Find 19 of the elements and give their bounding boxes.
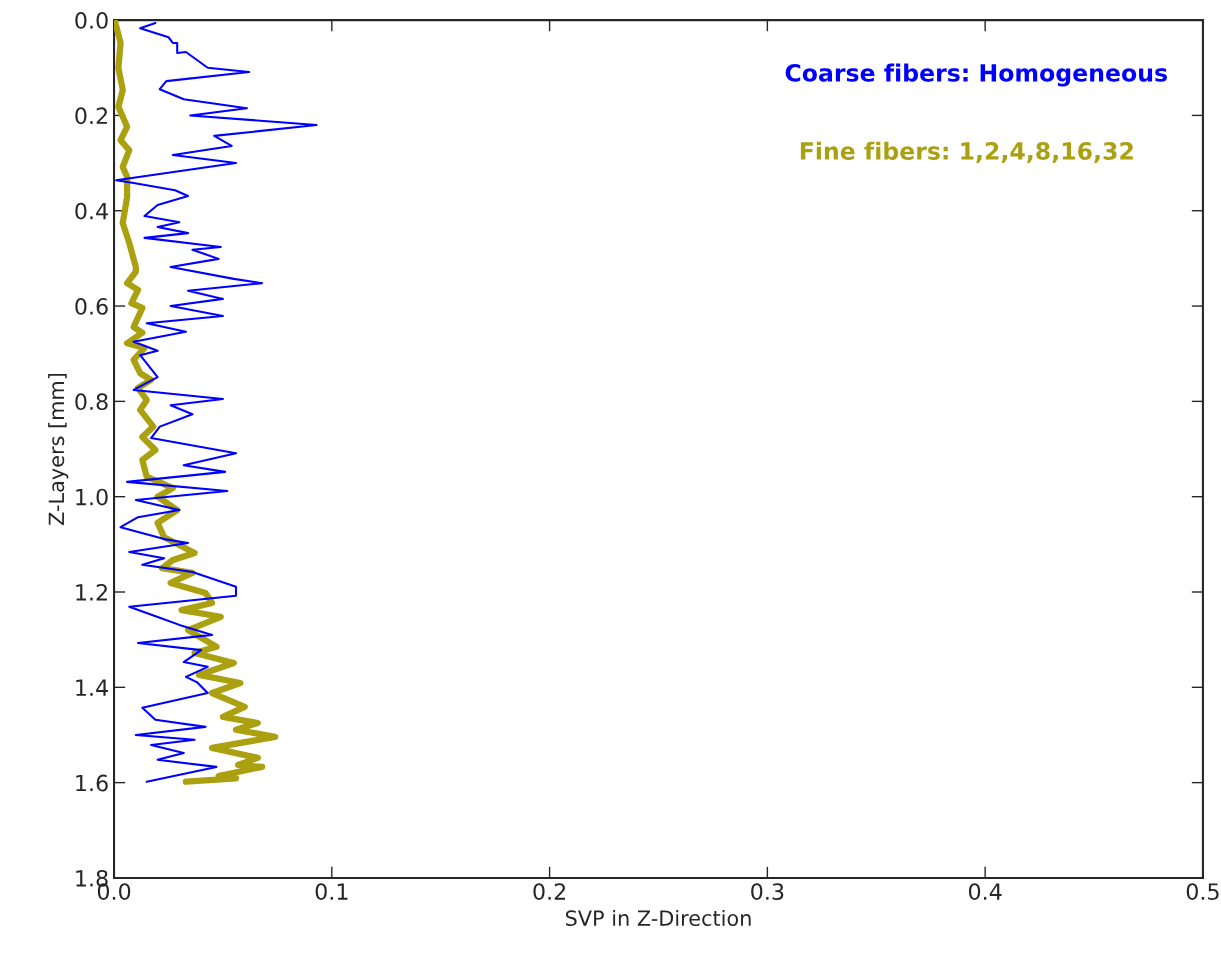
x-tick-label: 0.5 [1186,883,1219,901]
y-tick-label: 0.4 [75,202,108,220]
x-axis-title: SVP in Z-Direction [565,909,751,926]
y-axis-title: Z-Layers [mm] [48,373,69,525]
x-tick-label: 0.2 [533,883,566,901]
y-tick-label: 0.0 [75,12,108,29]
y-tick-label: 0.6 [75,298,108,315]
y-tick-label: 0.8 [75,393,108,411]
x-tick-label: 0.1 [315,883,348,901]
line-series [115,21,318,783]
text: Coarse fibers: Homogeneous [785,63,1167,87]
y-tick-label: 1.4 [76,679,108,696]
y-tick-label: 1.6 [76,774,108,792]
x-tick-label: 0.3 [751,883,784,901]
y-tick-label: 0.2 [75,107,107,125]
text: Fine fibers: 1,2,4,8,16,32 [800,141,1133,163]
y-tick-label: 1.2 [76,583,107,601]
x-tick-label: 0.4 [968,883,1002,901]
y-tick-label: 1.0 [76,488,108,506]
